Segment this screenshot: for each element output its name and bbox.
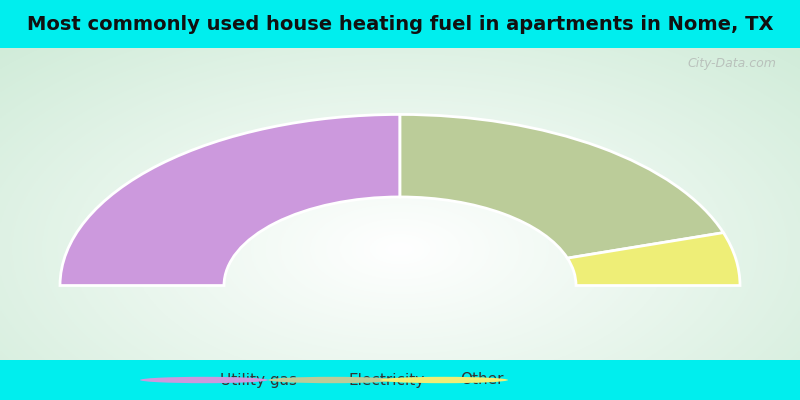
Circle shape bbox=[268, 377, 396, 383]
Text: Electricity: Electricity bbox=[348, 372, 424, 388]
Text: Other: Other bbox=[460, 372, 503, 388]
Circle shape bbox=[380, 377, 508, 383]
Wedge shape bbox=[60, 114, 400, 286]
Wedge shape bbox=[567, 233, 740, 286]
Text: Most commonly used house heating fuel in apartments in Nome, TX: Most commonly used house heating fuel in… bbox=[26, 14, 774, 34]
Wedge shape bbox=[400, 114, 723, 258]
Text: Utility gas: Utility gas bbox=[220, 372, 297, 388]
Text: City-Data.com: City-Data.com bbox=[687, 57, 776, 70]
Circle shape bbox=[140, 377, 268, 383]
